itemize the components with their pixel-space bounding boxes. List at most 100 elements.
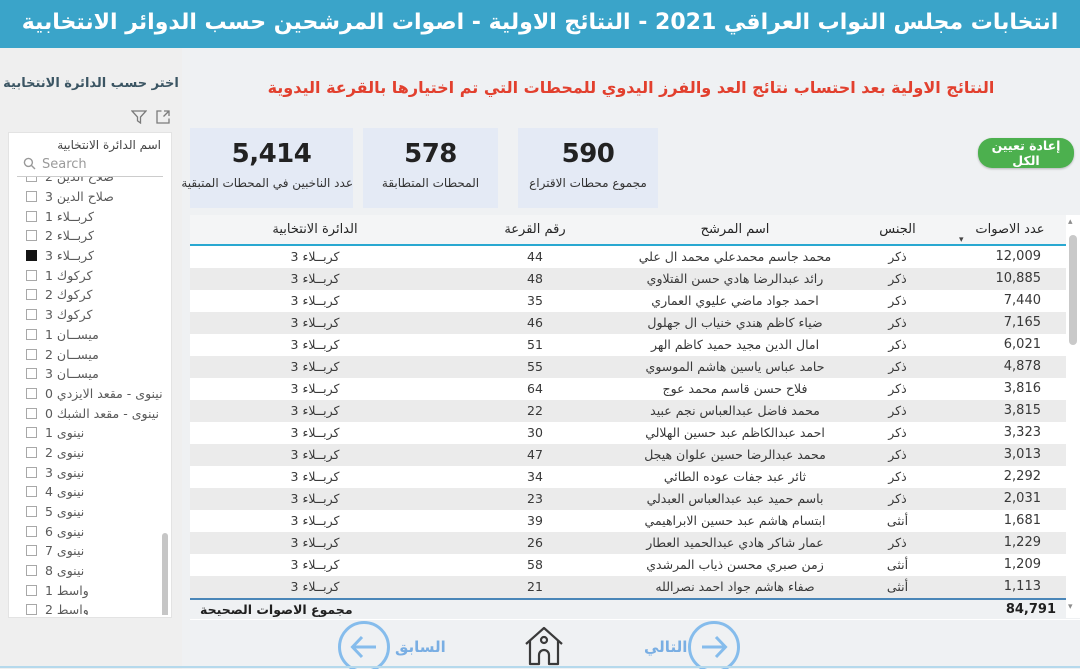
- district-checkbox[interactable]: [26, 525, 37, 537]
- district-label: كربــلاء 1: [45, 208, 94, 224]
- district-filter-item[interactable]: نينوى 4: [9, 482, 171, 502]
- district-filter-item[interactable]: كركوك 3: [9, 305, 171, 325]
- district-checkbox[interactable]: [26, 427, 37, 439]
- district-filter-item[interactable]: نينوى 1: [9, 423, 171, 443]
- table-row[interactable]: كربــلاء 3 58 زمن صبري محسن ذياب المرشدي…: [190, 554, 1080, 576]
- district-filter-item[interactable]: ميســان 2: [9, 344, 171, 364]
- district-checkbox[interactable]: [26, 230, 37, 242]
- cell-district: كربــلاء 3: [290, 557, 340, 572]
- next-page-button[interactable]: [687, 620, 741, 669]
- kpi-card-total-stations: 590 مجموع محطات الاقتراع: [518, 128, 658, 208]
- district-checkbox[interactable]: [26, 584, 37, 596]
- district-filter-item[interactable]: واسط 1: [9, 580, 171, 600]
- district-checkbox[interactable]: [26, 545, 37, 557]
- district-filter-item[interactable]: واسط 2: [9, 600, 171, 615]
- district-checkbox[interactable]: [26, 269, 37, 281]
- table-row[interactable]: كربــلاء 3 34 ثائر عبد جفات عوده الطائي …: [190, 466, 1080, 488]
- district-checkbox[interactable]: [26, 565, 37, 577]
- district-filter-item[interactable]: نينوى 7: [9, 541, 171, 561]
- district-filter-item[interactable]: كركوك 2: [9, 285, 171, 305]
- district-checkbox[interactable]: [26, 309, 37, 321]
- district-filter-item[interactable]: نينوى - مقعد الشبك 0: [9, 403, 171, 423]
- search-input[interactable]: [42, 157, 152, 172]
- district-filter-item[interactable]: نينوى 2: [9, 443, 171, 463]
- column-header-candidate-name[interactable]: اسم المرشح: [700, 222, 770, 237]
- next-page-label[interactable]: التالي: [644, 638, 688, 656]
- table-row[interactable]: كربــلاء 3 30 احمد عبدالكاظم عبد حسين ال…: [190, 422, 1080, 444]
- district-label: ميســان 1: [45, 326, 99, 342]
- table-row[interactable]: كربــلاء 3 55 حامد عباس ياسين هاشم الموس…: [190, 356, 1080, 378]
- column-header-votes[interactable]: عدد الاصوات ▾: [955, 215, 1065, 245]
- district-checkbox[interactable]: [26, 191, 37, 203]
- district-filter-item[interactable]: صلاح الدين 3: [9, 187, 171, 207]
- scroll-down-icon[interactable]: ▾: [1068, 602, 1073, 612]
- table-row[interactable]: كربــلاء 3 51 امال الدين مجيد حميد كاظم …: [190, 334, 1080, 356]
- district-filter-item[interactable]: ميســان 1: [9, 325, 171, 345]
- district-label: واسط 2: [45, 602, 89, 615]
- district-filter-item[interactable]: كركوك 1: [9, 265, 171, 285]
- table-scrollbar-thumb[interactable]: [1069, 235, 1077, 345]
- district-checkbox[interactable]: [26, 177, 37, 183]
- filter-icon[interactable]: [131, 110, 147, 124]
- kpi-value: 578: [404, 139, 457, 169]
- cell-lottery-number: 39: [527, 513, 543, 528]
- district-filter-item[interactable]: نينوى 5: [9, 502, 171, 522]
- district-checkbox[interactable]: [26, 368, 37, 380]
- column-header-district[interactable]: الدائرة الانتخابية: [272, 222, 358, 237]
- scroll-up-icon[interactable]: ▴: [1068, 217, 1073, 227]
- cell-district: كربــلاء 3: [290, 359, 340, 374]
- slicer-scrollbar-thumb[interactable]: [162, 533, 168, 615]
- table-scrollbar[interactable]: ▴ ▾: [1066, 215, 1080, 618]
- district-filter-item[interactable]: كربــلاء 2: [9, 226, 171, 246]
- table-row[interactable]: كربــلاء 3 44 محمد جاسم محمدعلي محمد ال …: [190, 246, 1080, 268]
- district-filter-item[interactable]: كربــلاء 3: [9, 246, 171, 266]
- table-row[interactable]: كربــلاء 3 39 ابتسام هاشم عبد حسين الابر…: [190, 510, 1080, 532]
- cell-lottery-number: 48: [527, 271, 543, 286]
- table-row[interactable]: كربــلاء 3 26 عمار شاكر هادي عبدالحميد ا…: [190, 532, 1080, 554]
- district-checkbox[interactable]: [26, 289, 37, 301]
- table-row[interactable]: كربــلاء 3 35 احمد جواد ماضي عليوي العما…: [190, 290, 1080, 312]
- kpi-value: 5,414: [231, 139, 312, 169]
- district-checkbox[interactable]: [26, 407, 37, 419]
- table-row[interactable]: كربــلاء 3 22 محمد فاضل عبدالعباس نجم عب…: [190, 400, 1080, 422]
- table-row[interactable]: كربــلاء 3 64 فلاح حسن قاسم محمد عوج ذكر…: [190, 378, 1080, 400]
- district-filter-item[interactable]: نينوى 3: [9, 462, 171, 482]
- district-filter-item[interactable]: نينوى - مقعد الايزدي 0: [9, 384, 171, 404]
- previous-page-label[interactable]: السابق: [395, 638, 446, 656]
- district-checkbox[interactable]: [26, 506, 37, 518]
- table-total-row: مجموع الاصوات الصحيحة 84,791: [190, 598, 1080, 619]
- district-checkbox[interactable]: [26, 446, 37, 458]
- district-checkbox[interactable]: [26, 348, 37, 360]
- column-header-gender[interactable]: الجنس: [879, 222, 916, 237]
- cell-votes: 4,878: [1003, 359, 1041, 374]
- district-checkbox[interactable]: [26, 387, 37, 399]
- cell-lottery-number: 21: [527, 579, 543, 594]
- district-checkbox[interactable]: [26, 466, 37, 478]
- district-filter-item[interactable]: ميســان 3: [9, 364, 171, 384]
- district-checkbox[interactable]: [26, 210, 37, 222]
- focus-mode-icon[interactable]: [156, 110, 170, 124]
- home-icon[interactable]: [520, 622, 568, 669]
- previous-page-button[interactable]: [337, 620, 391, 669]
- district-filter-item[interactable]: نينوى 6: [9, 521, 171, 541]
- table-row[interactable]: كربــلاء 3 47 محمد عبدالرضا حسين علوان ه…: [190, 444, 1080, 466]
- table-row[interactable]: كربــلاء 3 21 صفاء هاشم جواد احمد نصرالل…: [190, 576, 1080, 598]
- cell-gender: ذكر: [888, 315, 907, 330]
- district-checkbox[interactable]: [26, 328, 37, 340]
- reset-all-button[interactable]: إعادة تعيين الكل: [978, 138, 1074, 168]
- table-row[interactable]: كربــلاء 3 23 باسم حميد عبد عبدالعباس ال…: [190, 488, 1080, 510]
- district-checkbox[interactable]: [26, 250, 37, 262]
- district-filter-item[interactable]: كربــلاء 1: [9, 206, 171, 226]
- table-row[interactable]: كربــلاء 3 48 رائد عبدالرضا هادي حسن الف…: [190, 268, 1080, 290]
- district-filter-item[interactable]: صلاح الدين 2: [9, 177, 171, 187]
- district-filter-item[interactable]: نينوى 8: [9, 561, 171, 581]
- table-row[interactable]: كربــلاء 3 46 ضياء كاظم هندي خنياب ال جه…: [190, 312, 1080, 334]
- district-checkbox[interactable]: [26, 604, 37, 615]
- slicer-search[interactable]: [17, 153, 163, 177]
- cell-candidate-name: فلاح حسن قاسم محمد عوج: [662, 381, 808, 396]
- kpi-card-remaining-voters: 5,414 عدد الناخبين في المحطات المتبقية: [181, 128, 353, 208]
- district-checkbox[interactable]: [26, 486, 37, 498]
- main-panel: النتائج الاولية بعد احتساب نتائج العد وا…: [181, 48, 1080, 669]
- column-header-lottery-number[interactable]: رقم القرعة: [504, 222, 566, 237]
- sort-descending-icon[interactable]: ▾: [959, 235, 964, 245]
